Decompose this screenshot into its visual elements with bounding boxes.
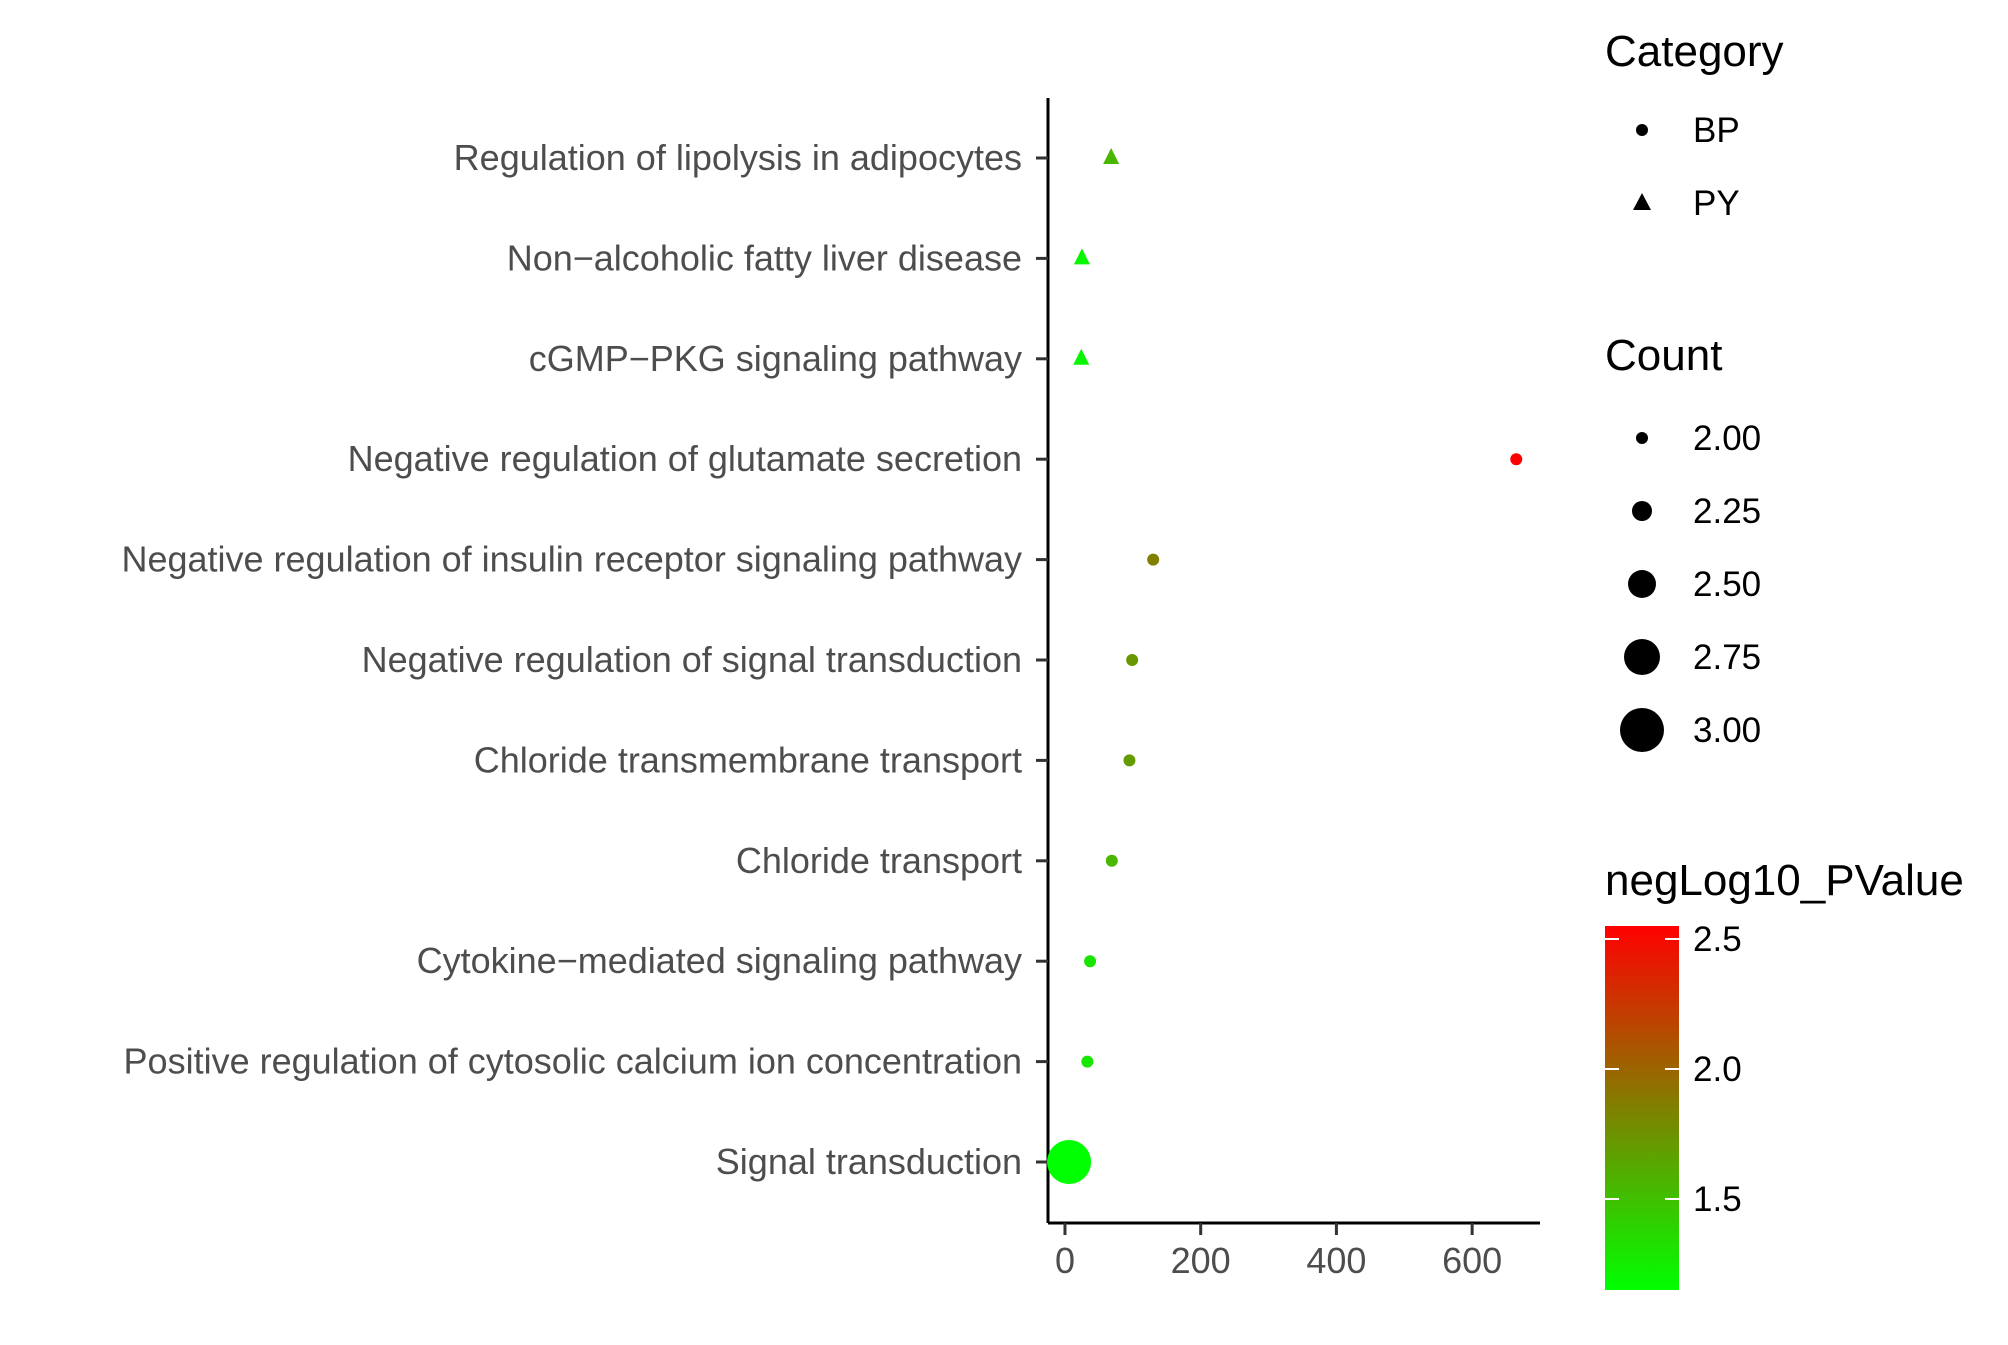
x-tick-label: 400 <box>1306 1240 1366 1281</box>
data-point-triangle <box>1073 248 1090 265</box>
data-point-circle <box>1510 453 1523 466</box>
category-label: Signal transduction <box>716 1141 1022 1182</box>
legend-size-label: 2.75 <box>1693 638 1761 677</box>
legend-size-key <box>1624 639 1660 675</box>
x-tick-label: 200 <box>1171 1240 1231 1281</box>
x-tick-label: 0 <box>1055 1240 1075 1281</box>
data-point-circle <box>1081 1055 1094 1068</box>
legend-title-count: Count <box>1605 331 1722 380</box>
category-label: Positive regulation of cytosolic calcium… <box>124 1041 1022 1082</box>
category-label: Negative regulation of signal transducti… <box>362 639 1022 680</box>
legend-shape-key <box>1633 193 1651 210</box>
legend-size-key <box>1632 501 1652 521</box>
data-point-triangle <box>1103 148 1120 164</box>
legend-size-label: 3.00 <box>1693 711 1761 750</box>
category-label: Chloride transport <box>736 840 1022 881</box>
legend-size-key <box>1628 570 1656 598</box>
category-label: Non−alcoholic fatty liver disease <box>507 237 1022 278</box>
legend-title-category: Category <box>1605 27 1784 76</box>
category-label: Chloride transmembrane transport <box>474 739 1022 780</box>
color-bar-tick-label: 2.5 <box>1693 920 1742 959</box>
data-point-circle <box>1126 654 1139 666</box>
legend-size-key <box>1636 432 1648 444</box>
category-label: Cytokine−mediated signaling pathway <box>417 940 1022 981</box>
data-point-circle <box>1123 754 1136 767</box>
data-point-circle <box>1147 553 1160 566</box>
color-bar <box>1605 926 1679 1290</box>
legend-shape-label: PY <box>1693 184 1740 223</box>
category-labels: Regulation of lipolysis in adipocytes Non… <box>121 137 1022 1182</box>
legend-size-label: 2.25 <box>1693 492 1761 531</box>
legend-size-label: 2.00 <box>1693 419 1761 458</box>
data-point-circle <box>1105 854 1118 867</box>
data-point-circle <box>1047 1140 1092 1184</box>
color-bar-tick-label: 1.5 <box>1693 1180 1742 1219</box>
category-label: cGMP−PKG signaling pathway <box>529 338 1022 379</box>
data-points <box>1047 148 1523 1184</box>
legend-shape-label: BP <box>1693 111 1740 150</box>
data-point-circle <box>1084 955 1097 968</box>
legend-size-label: 2.50 <box>1693 565 1761 604</box>
data-point-triangle <box>1073 348 1090 365</box>
category-label: Regulation of lipolysis in adipocytes <box>454 137 1022 178</box>
category-label: Negative regulation of glutamate secreti… <box>348 438 1022 479</box>
axes: 0 200 400 600 <box>1036 98 1540 1281</box>
color-bar-tick-label: 2.0 <box>1693 1050 1742 1089</box>
legend-size-key <box>1620 708 1664 752</box>
category-label: Negative regulation of insulin receptor … <box>121 539 1022 580</box>
legend-shape-key <box>1636 124 1648 136</box>
legends: Category BP PY Count 2.00 2.25 2.50 2.75 3.00 neg… <box>1605 27 1964 1290</box>
x-tick-label: 600 <box>1442 1240 1502 1281</box>
legend-title-color: negLog10_PValue <box>1605 856 1964 905</box>
